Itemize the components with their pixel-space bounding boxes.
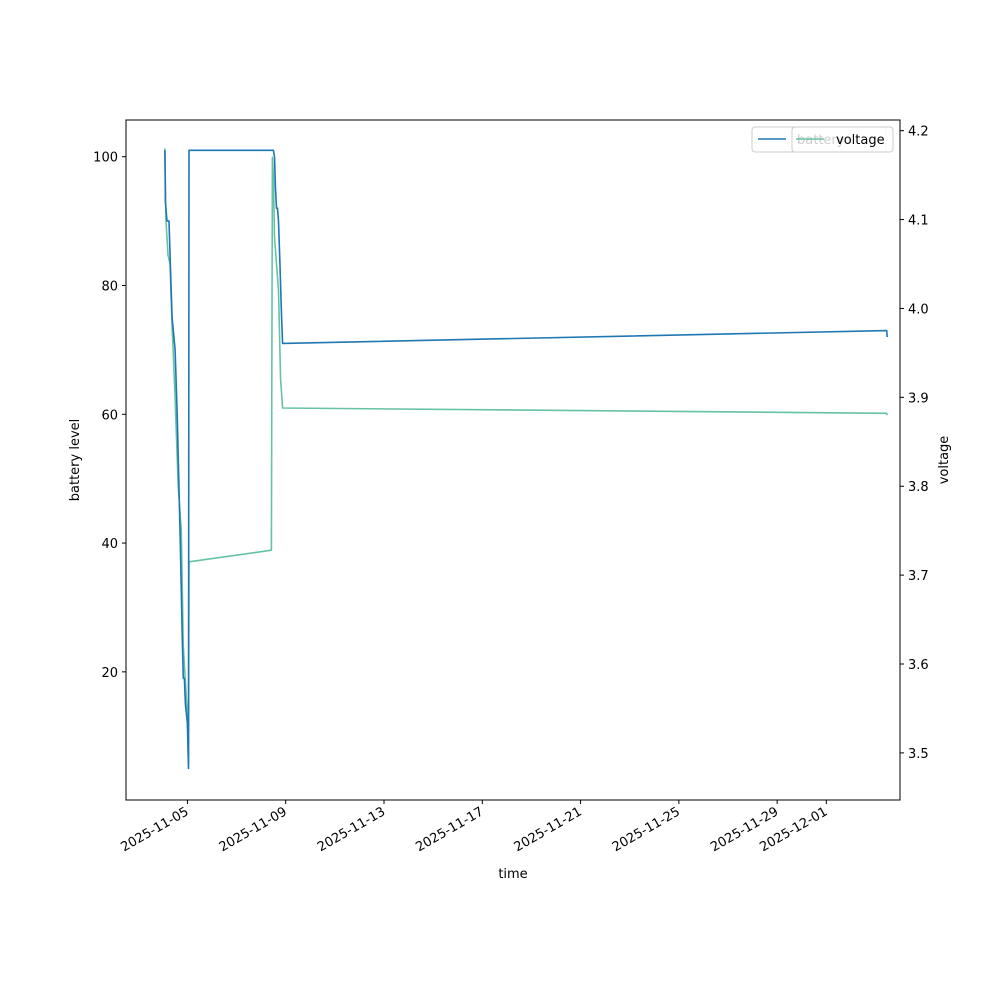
y-tick-label: 80 bbox=[101, 279, 118, 294]
y2-tick-label: 3.8 bbox=[908, 480, 929, 495]
legend-voltage-box bbox=[791, 126, 894, 153]
y2-tick-label: 4.2 bbox=[908, 125, 929, 140]
y2-tick-label: 3.9 bbox=[908, 391, 929, 406]
x-tick-label: 2025-11-21 bbox=[512, 804, 585, 855]
y-tick-label: 20 bbox=[101, 666, 118, 681]
legend-voltage-label: voltage bbox=[836, 133, 885, 148]
series-line-voltage bbox=[164, 148, 888, 768]
y2-tick-label: 3.6 bbox=[908, 658, 929, 673]
y2-tick-label: 3.7 bbox=[908, 569, 929, 584]
y-tick-label: 40 bbox=[101, 537, 118, 552]
x-axis-label: time bbox=[498, 867, 527, 882]
y-tick-label: 100 bbox=[93, 151, 118, 166]
x-tick-label: 2025-11-09 bbox=[217, 804, 290, 855]
x-tick-label: 2025-11-25 bbox=[610, 804, 683, 855]
x-tick-label: 2025-11-05 bbox=[118, 804, 191, 855]
plot-frame bbox=[125, 119, 901, 801]
y-axis-label: battery level bbox=[68, 419, 83, 502]
y-axis-right: 3.5 3.6 3.7 3.8 3.9 4.0 4.1 4.2 bbox=[900, 125, 929, 762]
y-axis-left: 20 40 60 80 100 bbox=[93, 151, 126, 681]
x-axis: 2025-11-05 2025-11-09 2025-11-13 2025-11-17… bbox=[118, 800, 830, 855]
series-line-battery bbox=[164, 149, 888, 770]
x-tick-label: 2025-11-17 bbox=[413, 804, 486, 855]
x-tick-label: 2025-11-13 bbox=[315, 804, 388, 855]
series-layer bbox=[164, 148, 888, 770]
y-tick-label: 60 bbox=[101, 408, 118, 423]
legend-voltage: voltage bbox=[791, 126, 894, 153]
y2-tick-label: 4.1 bbox=[908, 214, 929, 229]
y2-tick-label: 3.5 bbox=[908, 747, 929, 762]
y2-tick-label: 4.0 bbox=[908, 302, 929, 317]
y2-axis-label: voltage bbox=[937, 436, 952, 485]
